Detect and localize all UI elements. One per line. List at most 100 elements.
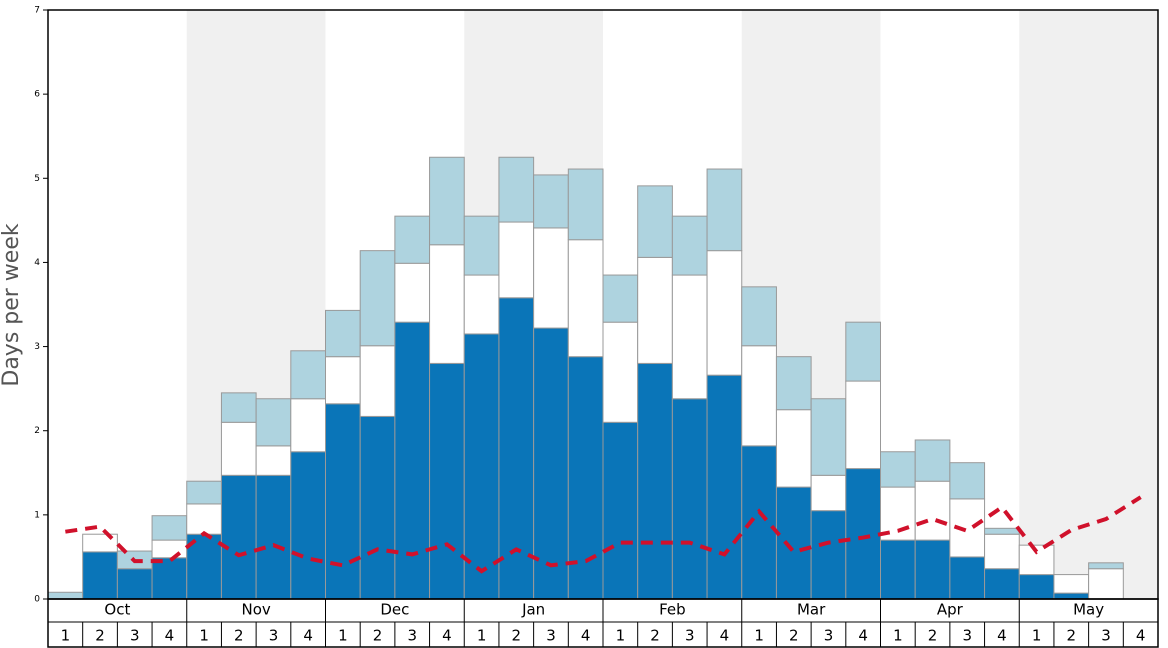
month-label: Nov [241,601,270,619]
bar-segment [741,286,777,347]
bar-segment [429,156,465,246]
x-tick-label: 3 [962,627,972,645]
bar-segment [394,321,431,600]
bar-segment [602,321,639,423]
y-tick-label: 7 [34,6,40,16]
x-tick-label: 3 [1101,627,1111,645]
bar-segment [637,256,673,364]
y-tick-label: 4 [34,258,40,268]
bar-segment [359,415,396,600]
axes: 0 1 2 3 4 5 6 7 Oct Nov Dec Jan Feb Mar Apr May 1 2 3 4 1 2 3 4… [34,6,1159,648]
bar-segment [949,462,986,500]
bar-segment [567,168,604,241]
bar-segment [220,421,257,476]
bar-segment [463,333,500,600]
month-label: Dec [380,601,409,619]
bar-segment [151,539,188,559]
bar-segment [880,451,916,488]
bar-segment [602,274,639,323]
bar-segment [429,244,465,364]
bar-segment [429,362,465,600]
x-tick-label: 1 [199,627,209,645]
y-tick-label: 1 [34,510,40,520]
average-line [65,495,1142,574]
bar-segment [914,480,951,541]
x-tick-label: 2 [789,627,799,645]
x-tick-label: 4 [720,627,730,645]
bar-segment [359,250,396,347]
bar-segment [706,374,743,600]
x-tick-label: 1 [893,627,903,645]
y-tick-label: 6 [34,90,40,100]
bar-segment [845,321,881,382]
bar-segment [914,539,951,600]
bar-segment [567,239,604,358]
bar-segment [290,451,326,600]
bar-segment [498,156,535,223]
bar-segment [498,221,535,299]
x-tick-label: 2 [650,627,660,645]
y-axis-label: Days per week [0,223,24,386]
bar-segment [845,380,881,470]
bar-segment [671,215,708,276]
bar-segment [775,486,812,600]
month-label: Mar [797,601,826,619]
x-tick-label: 1 [338,627,348,645]
bar-segment [1018,574,1055,600]
bar-segment [741,445,777,600]
bar-segment [151,515,188,541]
y-tick-label: 5 [34,174,40,184]
x-tick-label: 2 [928,627,938,645]
x-tick-label: 2 [373,627,383,645]
y-tick-label: 3 [34,342,40,352]
x-tick-label: 2 [95,627,105,645]
bar-segment [359,345,396,417]
bar-segment [463,215,500,276]
x-tick-label: 4 [1136,627,1146,645]
bar-segment [845,468,881,600]
bar-segment [47,591,84,600]
bar-segment [82,551,118,600]
bar-segment [810,398,847,476]
x-tick-label: 3 [269,627,279,645]
bar-segment [255,398,292,447]
x-tick-label: 1 [61,627,71,645]
line-layer [65,495,1142,574]
bar-segment [671,398,708,600]
bar-segment [151,557,188,600]
x-tick-label: 3 [685,627,695,645]
bar-segment [1088,568,1124,600]
bar-segment [602,421,639,600]
bar-segment [82,533,118,553]
bar-segment [255,445,292,476]
x-tick-label: 3 [824,627,834,645]
bar-segment [637,362,673,600]
bar-segment [533,327,569,600]
x-tick-label: 3 [546,627,556,645]
bar-segment [880,539,916,600]
bar-segment [463,274,500,335]
bar-segment [255,474,292,600]
x-tick-label: 3 [407,627,417,645]
x-tick-label: 1 [477,627,487,645]
x-tick-label: 1 [616,627,626,645]
month-label: Apr [937,601,964,619]
x-tick-label: 1 [1032,627,1042,645]
x-tick-label: 4 [442,627,452,645]
bar-segment [984,527,1020,535]
bar-segment [914,439,951,482]
y-tick-label: 0 [34,595,40,605]
bar-segment [290,398,326,453]
bar-segment [325,356,361,405]
bar-segment [394,215,431,264]
bar-segment [116,568,153,600]
bar-segment [775,409,812,488]
bar-segment [1053,592,1090,600]
bar-segment [775,356,812,411]
x-tick-label: 4 [858,627,868,645]
bar-segment [984,568,1020,600]
bar-segment [290,350,326,400]
x-tick-label: 4 [303,627,313,645]
bar-segment [706,168,743,252]
